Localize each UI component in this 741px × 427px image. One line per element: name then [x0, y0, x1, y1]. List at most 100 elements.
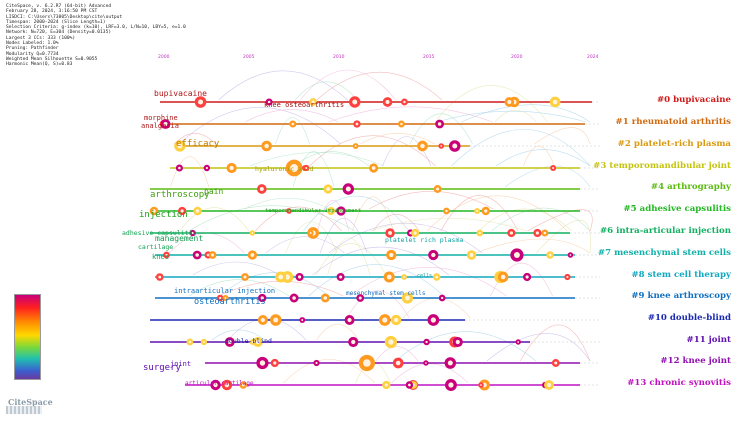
keyword-label[interactable]: cells — [417, 273, 433, 279]
keyword-node-core — [388, 339, 394, 345]
keyword-node-core — [301, 319, 304, 321]
keyword-node-core — [229, 165, 234, 171]
keyword-node-core — [404, 295, 410, 301]
cluster-label-7[interactable]: #7 mesenchymal stem cells — [597, 248, 731, 258]
cluster-label-12[interactable]: #12 knee joint — [660, 356, 731, 366]
citation-arc — [375, 346, 419, 362]
keyword-node-core — [566, 275, 569, 279]
meta-line: Modularity Q=0.7734 — [6, 51, 59, 57]
citation-arc — [255, 206, 342, 232]
keyword-label[interactable]: hyaluronic acid — [255, 165, 314, 173]
citation-arc — [440, 195, 519, 232]
cluster-label-2[interactable]: #2 platelet-rich plasma — [617, 139, 731, 149]
citation-arc — [451, 129, 591, 167]
keyword-node-core — [384, 383, 388, 387]
citation-arcs — [168, 69, 593, 384]
cluster-label-11[interactable]: #11 joint — [686, 335, 731, 345]
keyword-node-core — [371, 166, 376, 170]
cluster-label-1[interactable]: #1 rheumatoid arthritis — [615, 117, 731, 127]
citation-arc — [303, 195, 410, 232]
cluster-label-5[interactable]: #5 adhesive capsulitis — [623, 204, 731, 214]
cluster-label-0[interactable]: #0 bupivacaine — [656, 95, 731, 105]
keyword-label[interactable]: mesenchymal stem cells — [346, 290, 426, 297]
keyword-node-core — [354, 145, 357, 147]
keyword-node-core — [195, 253, 199, 257]
keyword-node-core — [385, 100, 390, 104]
keyword-label[interactable]: pain — [204, 187, 224, 196]
meta-line: February 28, 2024, 3:16:50 PM CST — [6, 9, 98, 15]
meta-line: LISDCI: C:\Users\73805\Desktop\cite\outp… — [6, 14, 123, 20]
keyword-node-core — [329, 209, 333, 213]
keyword-label[interactable]: osteoarthritis — [194, 297, 266, 307]
citation-arc — [486, 333, 591, 362]
keyword-node-core — [382, 317, 388, 323]
citation-arc — [308, 264, 445, 297]
citation-arc — [490, 263, 553, 297]
keyword-label[interactable]: adhesive capsulitis — [122, 229, 197, 237]
keyword-node-core — [213, 382, 218, 388]
cluster-label-8[interactable]: #8 stem cell therapy — [631, 270, 731, 280]
citation-arc — [244, 109, 339, 123]
network-summary: CiteSpace, v. 6.2.R7 (64-bit) Advanced F… — [6, 4, 186, 68]
keyword-node-core — [543, 231, 547, 235]
keyword-node-core — [363, 359, 371, 367]
cluster-label-6[interactable]: #6 intra-articular injection — [599, 226, 731, 236]
keyword-node-core — [476, 210, 479, 212]
citation-arc — [309, 135, 436, 167]
keyword-node-core — [205, 166, 208, 170]
keyword-node-core — [431, 252, 436, 258]
keyword-label[interactable]: temporomandibular impingement — [265, 208, 362, 214]
keyword-node-core — [507, 99, 512, 105]
citespace-logo: CiteSpace — [8, 397, 53, 407]
citation-arc — [391, 363, 469, 384]
keyword-label[interactable]: efficacy — [176, 139, 220, 149]
keyword-label[interactable]: knee — [152, 253, 169, 261]
keyword-node-core — [267, 100, 271, 104]
citation-arc — [317, 199, 350, 232]
keyword-label[interactable]: intraarticular injection — [174, 287, 276, 295]
citation-arc — [244, 197, 330, 210]
keyword-node-core — [436, 187, 440, 191]
keyword-node-core — [259, 186, 264, 192]
cluster-label-13[interactable]: #13 chronic synovitis — [627, 378, 731, 388]
keyword-label[interactable]: arthroscopy — [150, 190, 210, 200]
citation-arc — [478, 208, 572, 232]
keyword-label[interactable]: management — [155, 234, 204, 243]
citation-arc — [491, 207, 591, 232]
keyword-label[interactable]: cartilage — [138, 243, 174, 251]
citespace-logo-mark — [6, 406, 42, 414]
citation-arc — [294, 81, 358, 101]
keyword-node-core — [224, 296, 227, 300]
keyword-label[interactable]: platelet rich plasma — [385, 236, 464, 244]
keyword-label[interactable]: surgery — [143, 363, 181, 373]
keyword-label[interactable]: analgesia — [141, 122, 179, 130]
keyword-nodes — [149, 96, 574, 391]
keyword-label[interactable]: double-blind — [225, 337, 272, 345]
keyword-node-core — [255, 339, 260, 345]
year-label: 2015 — [423, 55, 435, 60]
keyword-label[interactable]: morphine — [144, 114, 178, 122]
keyword-node-core — [345, 186, 351, 192]
keyword-label[interactable]: injection — [139, 210, 188, 220]
keyword-label[interactable]: articular cartilage — [185, 380, 254, 387]
keyword-node-core — [219, 296, 222, 300]
cluster-label-9[interactable]: #9 knee arthroscopy — [631, 291, 731, 301]
keyword-node-core — [211, 253, 215, 257]
citation-arc — [312, 246, 450, 276]
cluster-label-10[interactable]: #10 double-blind — [647, 313, 731, 323]
keyword-node-core — [440, 145, 443, 147]
keyword-node-core — [351, 339, 356, 345]
keyword-node-core — [484, 209, 488, 213]
keyword-label[interactable]: knee osteoarthritis — [264, 101, 345, 109]
keyword-node-core — [278, 274, 284, 280]
cluster-label-4[interactable]: #4 arthrography — [650, 182, 731, 192]
citation-arc — [523, 146, 555, 167]
keyword-node-core — [297, 275, 302, 279]
citation-arc — [283, 359, 376, 384]
citation-arc — [316, 324, 359, 341]
keyword-label[interactable]: bupivacaine — [154, 89, 207, 98]
keyword-node-core — [180, 209, 184, 213]
citation-arc — [461, 104, 591, 123]
cluster-label-3[interactable]: #3 temporomandibular joint — [593, 161, 731, 171]
keyword-label[interactable]: joint — [170, 360, 192, 368]
